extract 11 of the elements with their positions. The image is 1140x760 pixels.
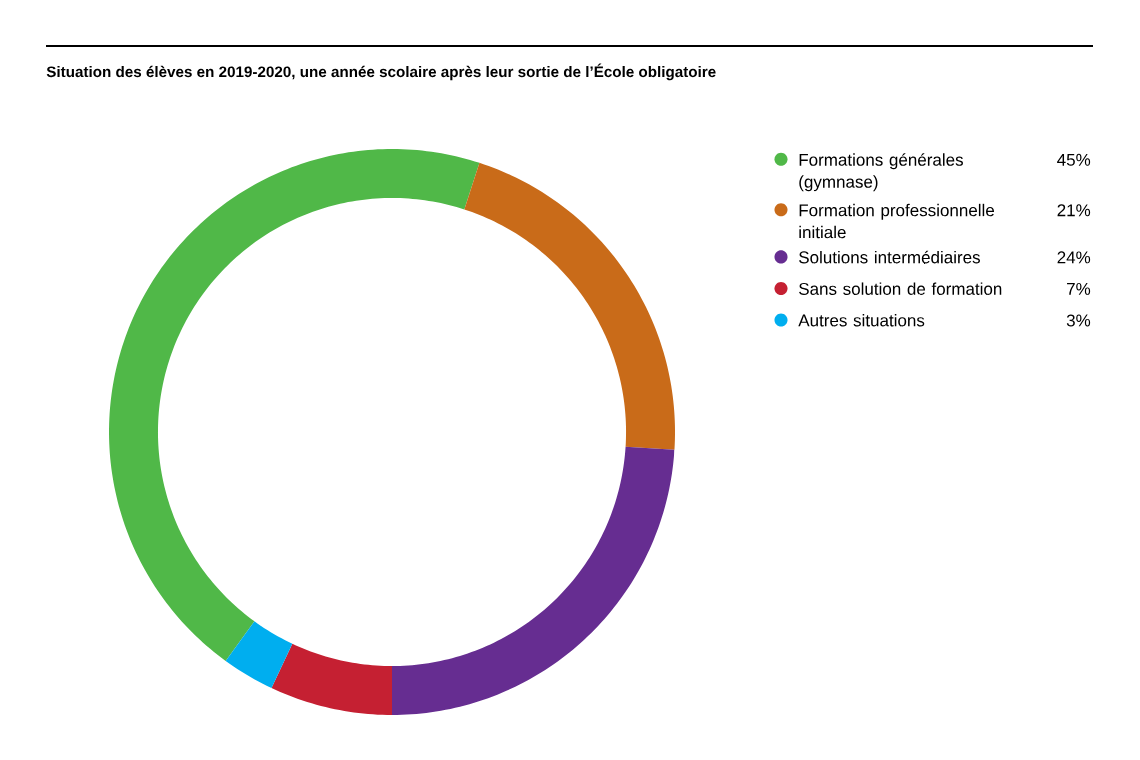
data-label: 45% — [1057, 153, 1091, 166]
data-label: 7% — [1067, 282, 1091, 295]
legend-label: Solutions intermédiaires — [799, 250, 980, 264]
legend-label: Autres situations — [798, 313, 925, 327]
chart-title: Situation des élèves en 2019-2020, une année scolaire après leur sortie de l’École obligatoire — [46, 63, 716, 81]
data-label: 24% — [1057, 251, 1091, 264]
legend-label: Formation professionnelle initiale — [799, 203, 995, 239]
legend-label: Sans solution de formation — [799, 282, 1002, 295]
legend-label: Formations générales (gymnase) — [799, 153, 963, 192]
data-label: 3% — [1066, 314, 1091, 327]
data-label: 21% — [1057, 204, 1091, 217]
